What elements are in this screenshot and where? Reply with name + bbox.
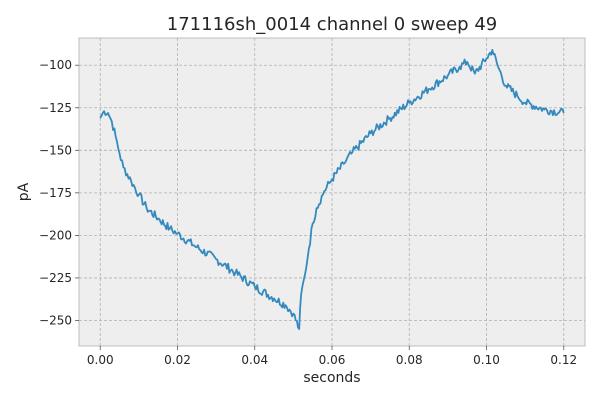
series-layer: [99, 49, 565, 330]
x-tick-label: 0.06: [319, 353, 346, 367]
series-trace: [99, 49, 565, 330]
y-tick-label: −250: [39, 313, 72, 327]
chart-title: 171116sh_0014 channel 0 sweep 49: [167, 14, 497, 35]
x-axis-ticks: 0.00 0.02 0.04 0.06 0.08 0.10 0.12: [87, 346, 577, 367]
y-tick-label: −175: [39, 186, 72, 200]
x-tick-label: 0.10: [473, 353, 500, 367]
y-tick-label: −125: [39, 101, 72, 115]
y-tick-label: −100: [39, 58, 72, 72]
x-tick-label: 0.02: [164, 353, 191, 367]
x-tick-label: 0.00: [87, 353, 114, 367]
x-tick-label: 0.08: [396, 353, 423, 367]
y-axis-label: pA: [16, 182, 32, 201]
grid: [79, 38, 585, 346]
x-tick-label: 0.04: [241, 353, 268, 367]
y-tick-label: −225: [39, 271, 72, 285]
y-axis-ticks: −100 −125 −150 −175 −200 −225 −250: [39, 58, 79, 327]
x-axis-label: seconds: [303, 370, 360, 386]
y-tick-label: −150: [39, 143, 72, 157]
y-tick-label: −200: [39, 228, 72, 242]
x-tick-label: 0.12: [550, 353, 577, 367]
